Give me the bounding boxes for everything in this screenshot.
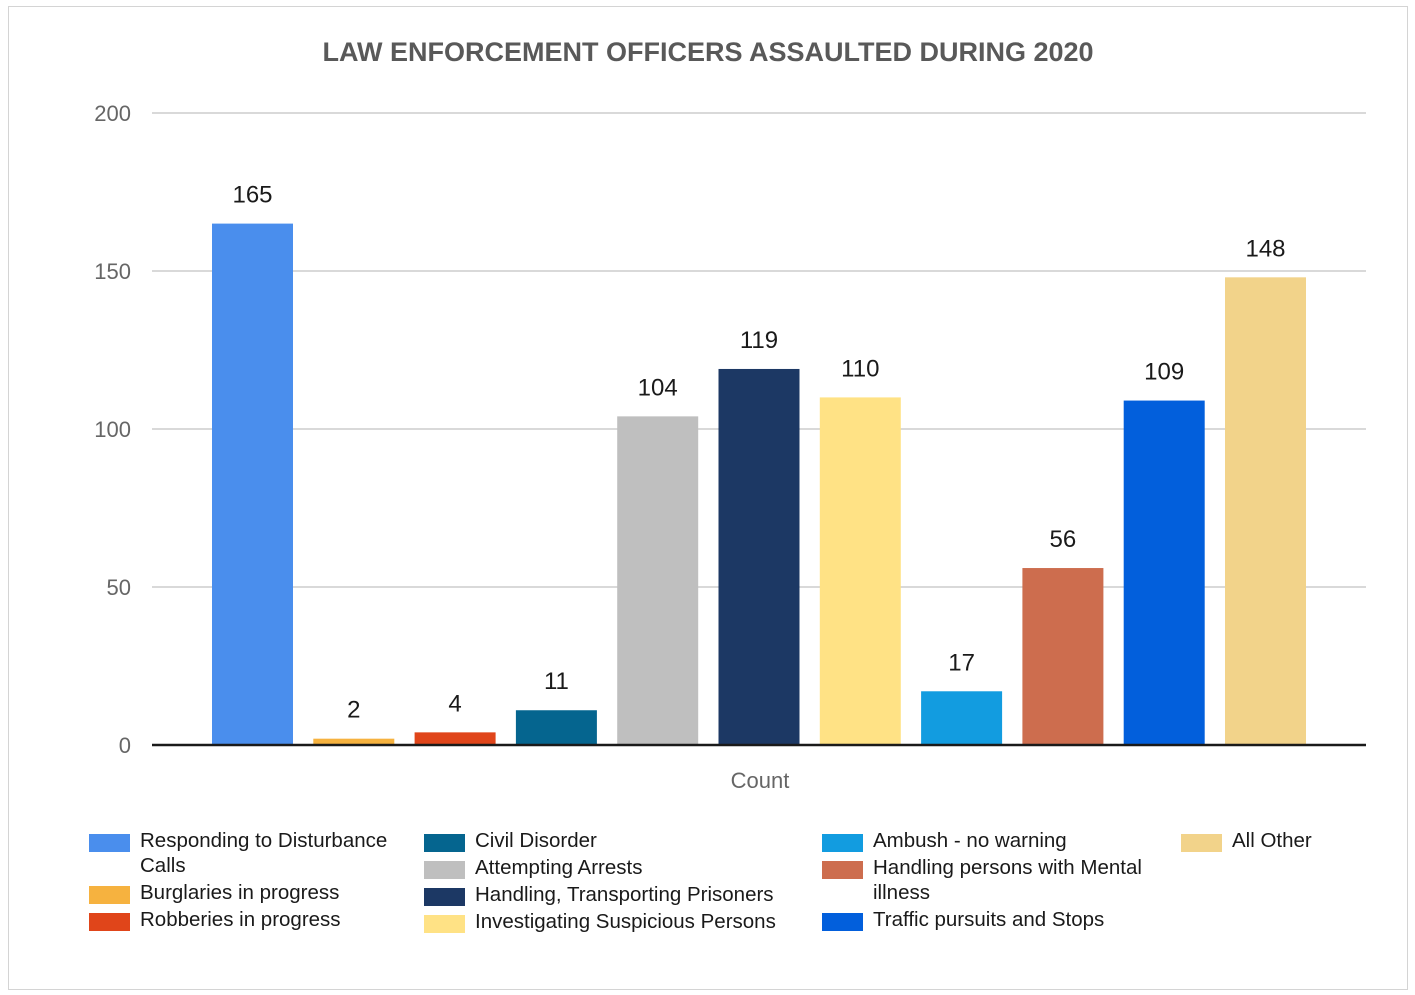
legend-label-4: Attempting Arrests [475, 856, 642, 879]
legend-swatch-1 [89, 886, 130, 904]
data-label: 109 [1144, 359, 1184, 386]
data-label: 4 [448, 690, 461, 717]
bar-7 [921, 691, 1003, 745]
legend-swatch-5 [424, 888, 465, 906]
legend-label-7: Ambush - no warning [873, 829, 1067, 852]
legend-swatch-4 [424, 861, 465, 879]
y-axis-ticks: 0 50 100 150 200 [94, 101, 131, 758]
data-label: 110 [841, 355, 879, 382]
data-label: 11 [544, 668, 569, 695]
legend-swatch-8 [822, 861, 863, 879]
legend-label-1: Burglaries in progress [140, 881, 339, 904]
legend-label-5: Handling, Transporting Prisoners [475, 883, 774, 906]
data-label: 165 [232, 182, 272, 209]
x-axis-label: Count [731, 768, 790, 793]
legend-label-2: Robberies in progress [140, 908, 341, 931]
legend-label-3: Civil Disorder [475, 829, 597, 852]
legend-swatch-2 [89, 913, 130, 931]
bar-1 [313, 738, 395, 745]
bar-3 [515, 710, 597, 745]
bar-6 [819, 397, 901, 745]
bar-8 [1022, 568, 1104, 745]
legend-swatch-0 [89, 834, 130, 852]
legend-label-0: Responding to Disturbance Calls [140, 829, 387, 877]
y-tick-label: 100 [94, 417, 131, 442]
bar-2 [414, 732, 496, 745]
data-label: 119 [740, 327, 778, 354]
bar-4 [617, 416, 699, 745]
data-label: 104 [638, 374, 678, 401]
legend-swatch-9 [822, 913, 863, 931]
legend-swatch-10 [1181, 834, 1222, 852]
bar-5 [718, 368, 800, 745]
data-label: 2 [347, 697, 360, 724]
y-tick-label: 150 [94, 259, 131, 284]
bar-0 [212, 223, 293, 746]
data-label: 56 [1050, 526, 1077, 553]
legend-label-9: Traffic pursuits and Stops [873, 908, 1104, 931]
legend-label-6: Investigating Suspicious Persons [475, 910, 776, 933]
legend-label-10: All Other [1232, 829, 1312, 852]
chart-title: LAW ENFORCEMENT OFFICERS ASSAULTED DURIN… [322, 37, 1093, 67]
legend-swatch-7 [822, 834, 863, 852]
bar-10 [1225, 277, 1306, 745]
data-label: 17 [948, 649, 975, 676]
y-tick-label: 50 [107, 575, 131, 600]
bars [212, 223, 1306, 746]
legend-label-8: Handling persons with Mental illness [873, 856, 1142, 904]
y-tick-label: 200 [94, 101, 131, 126]
bar-9 [1123, 400, 1205, 745]
data-label: 148 [1245, 235, 1285, 262]
y-tick-label: 0 [119, 733, 131, 758]
data-labels: 165 2 4 11 104 119 110 17 56 109 148 [232, 182, 1285, 724]
legend-swatch-6 [424, 915, 465, 933]
legend-swatch-3 [424, 834, 465, 852]
legend: Responding to Disturbance Calls Burglaries… [89, 829, 1312, 933]
